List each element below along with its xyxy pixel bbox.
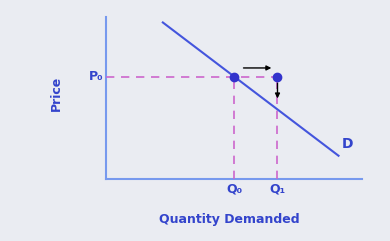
Text: Price: Price <box>50 75 63 111</box>
Text: Quantity Demanded: Quantity Demanded <box>159 213 300 226</box>
Text: P₀: P₀ <box>89 70 103 83</box>
Text: D: D <box>342 137 353 151</box>
Text: Q₁: Q₁ <box>269 182 285 195</box>
Text: Q₀: Q₀ <box>226 182 242 195</box>
